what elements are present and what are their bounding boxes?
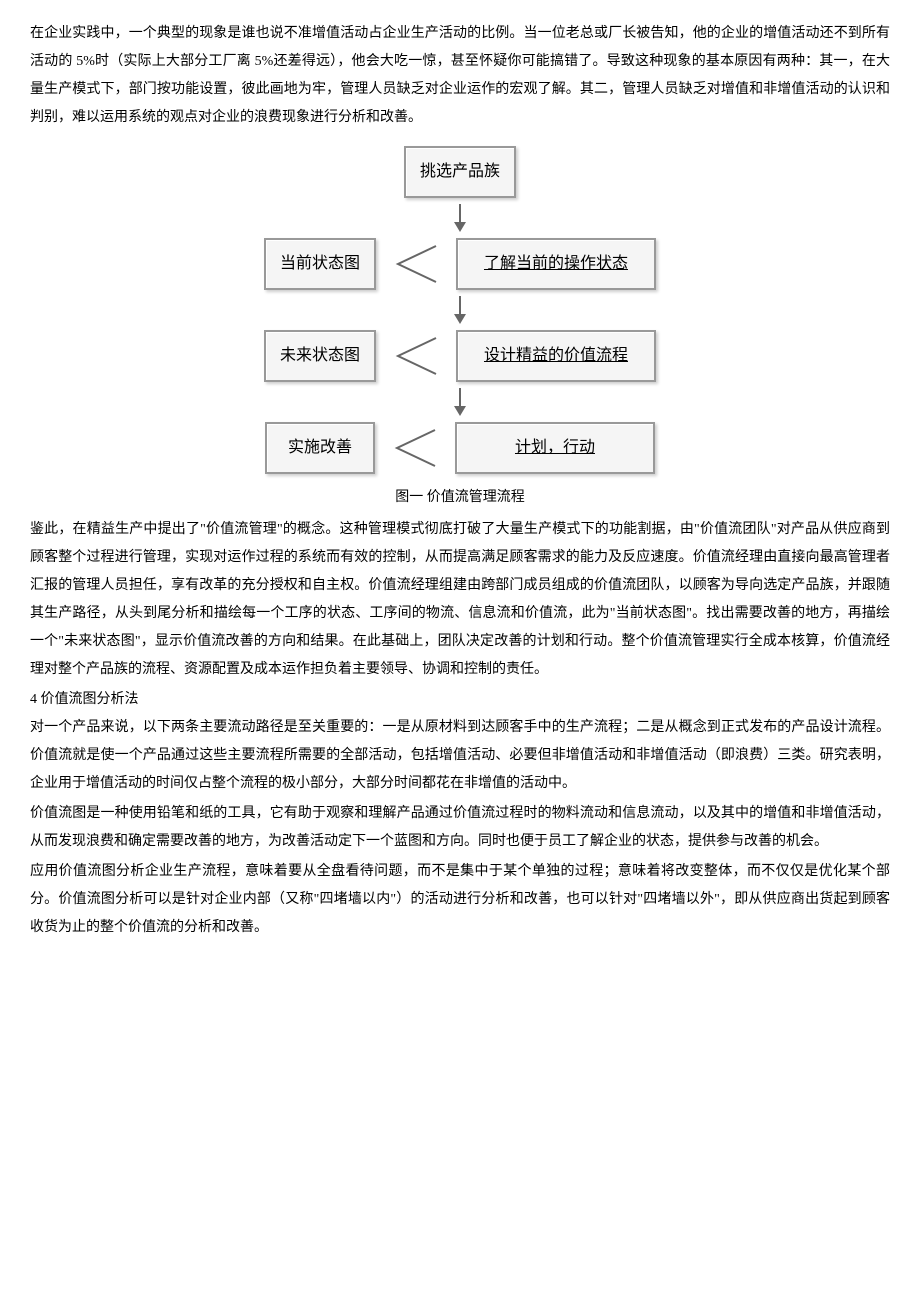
diagram-row-3: 未来状态图 设计精益的价值流程: [264, 330, 656, 382]
box-design-lean: 设计精益的价值流程: [456, 330, 656, 382]
section-4-heading: 4 价值流图分析法: [30, 686, 890, 714]
box-right-label-3: 计划，行动: [515, 439, 595, 456]
box-right-label-1: 了解当前的操作状态: [484, 255, 628, 272]
paragraph-vsm-tool: 价值流图是一种使用铅笔和纸的工具，它有助于观察和理解产品通过价值流过程时的物料流…: [30, 800, 890, 856]
box-future-state: 未来状态图: [264, 330, 376, 382]
box-right-label-2: 设计精益的价值流程: [484, 347, 628, 364]
diagram-row-2: 当前状态图 了解当前的操作状态: [264, 238, 656, 290]
box-implement: 实施改善: [265, 422, 375, 474]
paragraph-intro: 在企业实践中，一个典型的现象是谁也说不准增值活动占企业生产活动的比例。当一位老总…: [30, 20, 890, 132]
paragraph-two-flows: 对一个产品来说，以下两条主要流动路径是至关重要的：一是从原材料到达顾客手中的生产…: [30, 714, 890, 798]
wedge-left-icon: [394, 244, 438, 284]
wedge-left-icon: [394, 336, 438, 376]
wedge-left-icon: [393, 428, 437, 468]
box-understand-current: 了解当前的操作状态: [456, 238, 656, 290]
diagram-row-1: 挑选产品族: [404, 146, 516, 198]
diagram-caption: 图一 价值流管理流程: [30, 484, 890, 512]
diagram-row-4: 实施改善 计划，行动: [265, 422, 655, 474]
box-select-product-family: 挑选产品族: [404, 146, 516, 198]
box-current-state: 当前状态图: [264, 238, 376, 290]
arrow-down-icon: [454, 204, 466, 232]
paragraph-vsm-concept: 鉴此，在精益生产中提出了"价值流管理"的概念。这种管理模式彻底打破了大量生产模式…: [30, 516, 890, 684]
box-plan-action: 计划，行动: [455, 422, 655, 474]
paragraph-vsm-application: 应用价值流图分析企业生产流程，意味着要从全盘看待问题，而不是集中于某个单独的过程…: [30, 858, 890, 942]
arrow-down-icon: [454, 296, 466, 324]
arrow-down-icon: [454, 388, 466, 416]
value-stream-diagram: 挑选产品族 当前状态图 了解当前的操作状态 未来状态图 设计精益的价值流程 实施…: [30, 142, 890, 478]
